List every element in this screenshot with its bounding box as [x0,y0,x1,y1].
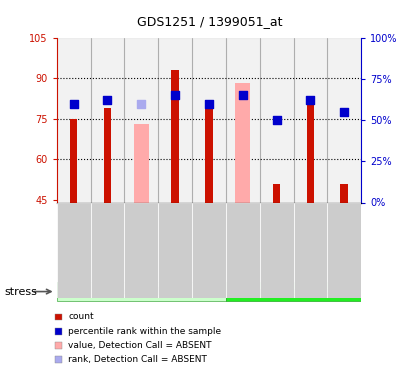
Bar [226,38,260,203]
Bar [327,202,361,298]
Bar [307,100,314,202]
Bar [205,108,213,202]
Bar [91,202,124,298]
Bar [124,202,158,298]
Bar [260,202,294,298]
Point [104,97,111,103]
Bar [294,202,327,298]
Bar [57,202,91,298]
Point [206,100,213,106]
Text: GDS1251 / 1399051_at: GDS1251 / 1399051_at [137,15,283,28]
Text: value, Detection Call = ABSENT: value, Detection Call = ABSENT [68,341,212,350]
Bar [91,38,124,203]
Point [70,100,77,106]
Bar [341,184,348,203]
Point [239,92,246,98]
Bar [235,84,250,203]
Bar [192,38,226,203]
FancyBboxPatch shape [226,282,361,302]
Bar [294,38,327,203]
Bar [134,124,149,202]
Point [138,100,144,106]
Point [172,92,178,98]
Bar [158,202,192,298]
Bar [226,202,260,298]
Text: acute hypotension: acute hypotension [242,286,345,297]
Bar [171,70,179,202]
Text: rank, Detection Call = ABSENT: rank, Detection Call = ABSENT [68,355,207,364]
Bar [158,38,192,203]
Point [307,97,314,103]
Text: percentile rank within the sample: percentile rank within the sample [68,327,222,336]
Text: stress: stress [4,286,37,297]
Bar [124,38,158,203]
Point [341,109,348,115]
Bar [104,108,111,202]
Bar [192,202,226,298]
Bar [57,38,91,203]
Point [273,117,280,123]
Bar [70,118,77,202]
Bar [273,184,281,203]
FancyBboxPatch shape [57,282,226,302]
Text: count: count [68,312,94,321]
Bar [260,38,294,203]
Bar [327,38,361,203]
Text: control: control [122,286,160,297]
